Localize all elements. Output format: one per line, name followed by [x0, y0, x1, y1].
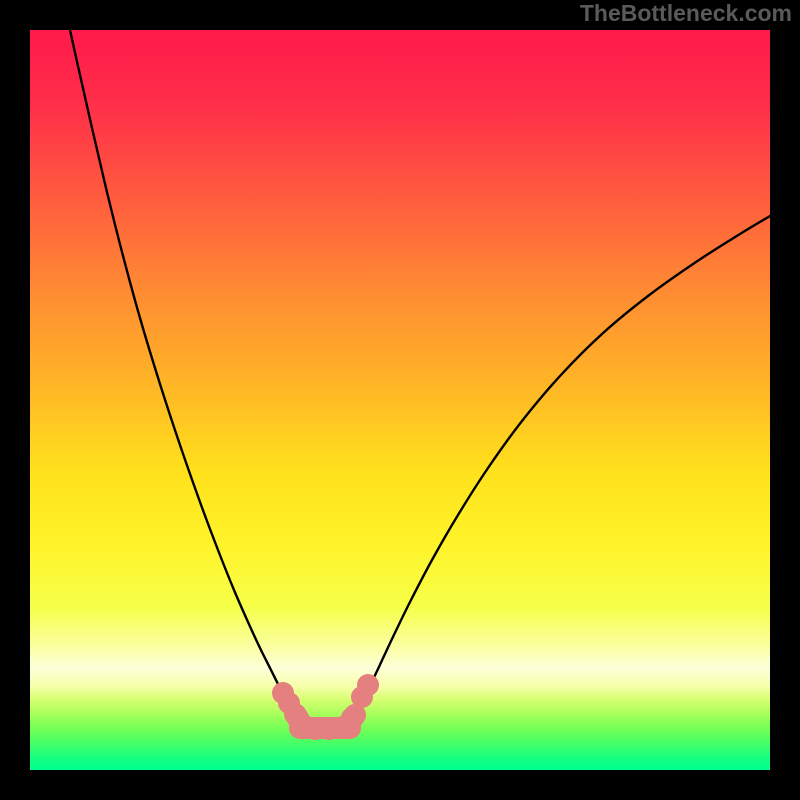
- curve-overlay: [0, 0, 800, 800]
- marker-dot: [341, 707, 363, 729]
- curve-left: [70, 30, 296, 715]
- marker-dot: [357, 674, 379, 696]
- chart-frame: TheBottleneck.com: [0, 0, 800, 800]
- watermark-text: TheBottleneck.com: [580, 0, 792, 27]
- curve-right: [355, 216, 770, 715]
